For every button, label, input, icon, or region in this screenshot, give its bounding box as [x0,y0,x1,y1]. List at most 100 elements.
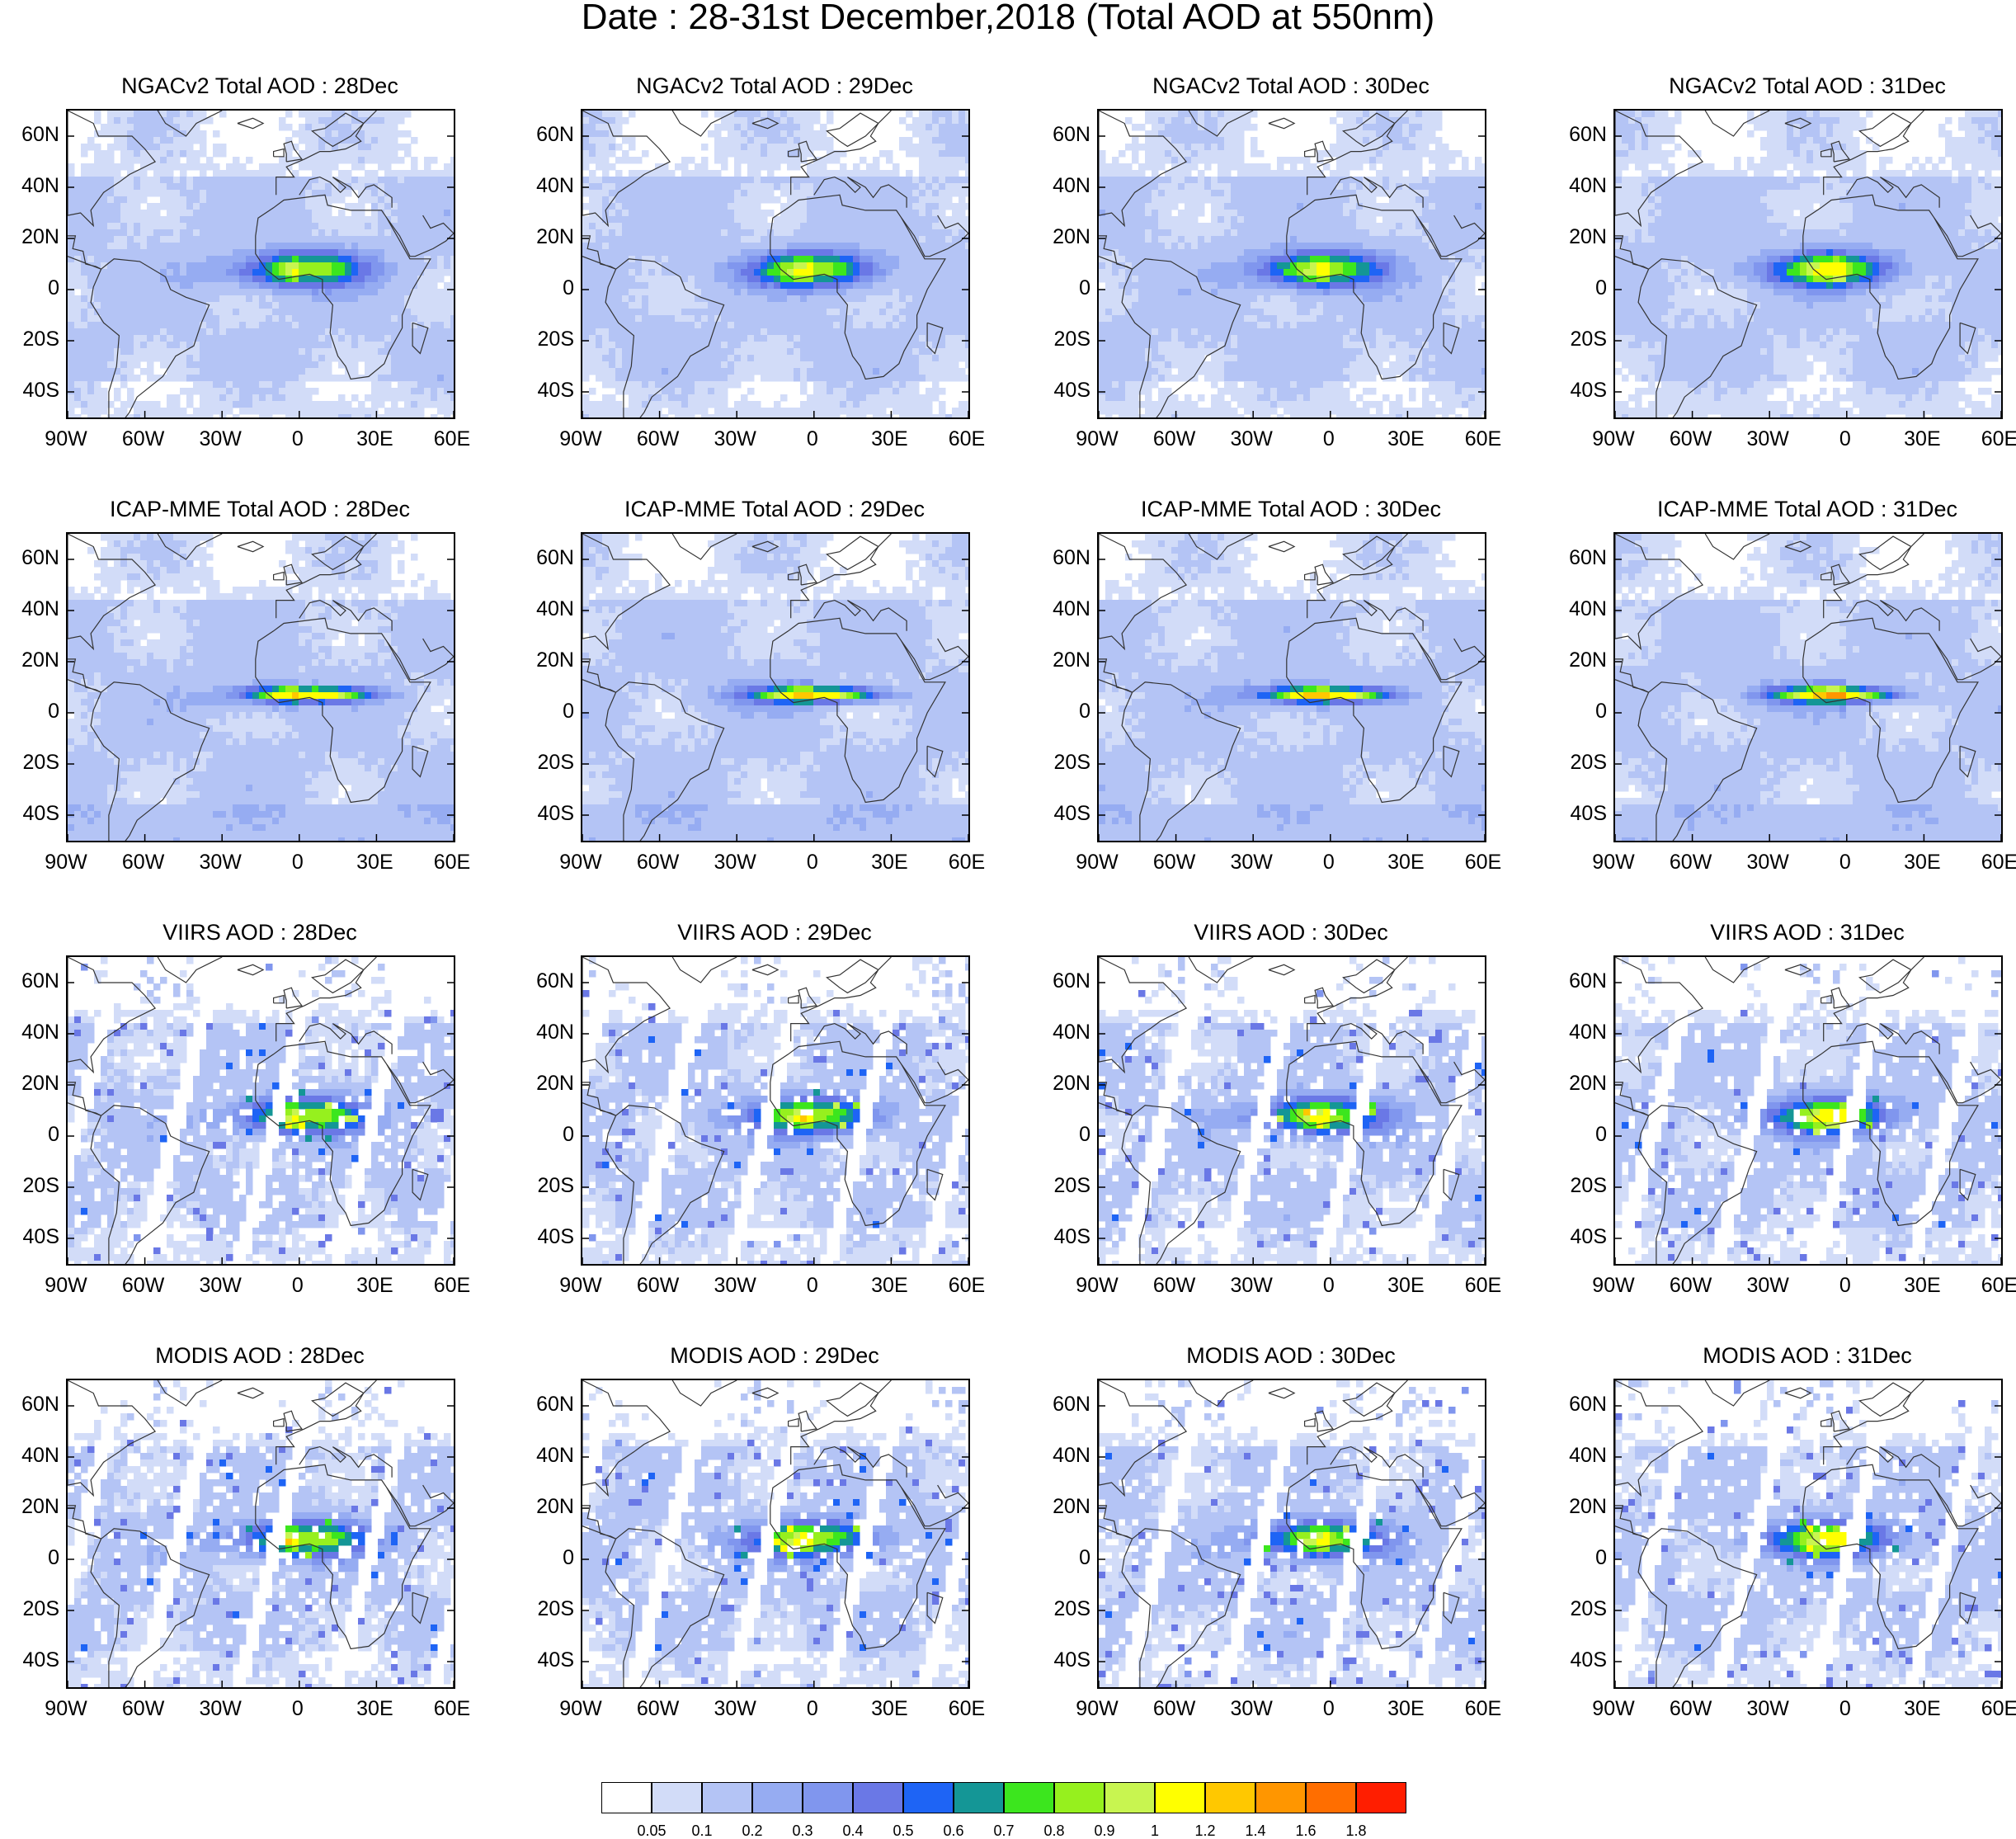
coastline [926,1591,944,1624]
coastline [1784,117,1812,130]
panel-title: VIIRS AOD : 30Dec [1064,919,1518,945]
x-tick-label: 60W [111,427,177,450]
aod-field-map [582,534,968,841]
coastline [1099,534,1188,651]
y-tick-label: 60N [13,1393,59,1416]
colorbar-label: 1 [1138,1822,1171,1839]
panel-title: ICAP-MME Total AOD : 29Dec [548,496,1001,522]
x-tick-label: 30E [1373,427,1439,450]
coastline [1286,1464,1463,1650]
y-tick-label: 20S [528,1174,574,1197]
coastline [790,957,892,1042]
y-tick-label: 0 [1044,276,1090,299]
coastline [770,1464,946,1650]
y-tick-label: 40N [13,1021,59,1044]
x-tick-label: 60W [625,851,691,874]
aod-field-map [1615,534,2001,841]
aod-field [1099,111,1485,417]
coastline [1959,1591,1976,1624]
x-tick-label: 90W [33,1697,99,1720]
coastline [1934,638,2001,681]
y-tick-label: 60N [528,123,574,146]
y-tick-label: 20N [1044,1072,1090,1095]
aod-field [68,1380,454,1687]
panel-title: VIIRS AOD : 28Dec [33,919,487,945]
y-tick-label: 40S [1561,1225,1607,1248]
coastline [1802,617,1979,804]
y-tick-label: 0 [528,700,574,723]
aod-field [1615,534,2001,841]
coastline [255,1464,431,1650]
y-tick-label: 40N [528,1444,574,1467]
x-tick-label: 90W [33,1274,99,1297]
map-frame [1613,109,2003,419]
y-tick-label: 20N [13,648,59,672]
coastline [901,1484,968,1527]
x-tick-label: 60W [625,1697,691,1720]
x-tick-label: 30W [187,1697,253,1720]
x-tick-label: 30E [341,1697,407,1720]
map-frame [581,532,970,842]
x-tick-label: 30E [1373,1697,1439,1720]
y-tick-label: 60N [1044,1393,1090,1416]
coastline [1934,215,2001,257]
coastline [1821,994,1832,1004]
coastline [276,1380,377,1465]
y-tick-label: 40S [1561,802,1607,825]
y-tick-label: 0 [1561,1546,1607,1569]
coastline [276,111,377,196]
x-tick-label: 0 [1296,1697,1362,1720]
coastline [1830,563,1850,586]
x-tick-label: 0 [1812,1697,1878,1720]
x-tick-label: 90W [1064,1697,1130,1720]
y-tick-label: 40N [1561,597,1607,620]
y-tick-label: 20S [1044,751,1090,774]
colorbar-swatch [1356,1782,1406,1813]
coastline [68,111,157,228]
aod-field-map [1099,1380,1485,1687]
coastline [901,638,968,681]
y-tick-label: 60N [1044,546,1090,569]
coastline [255,1040,431,1227]
aod-field-map [582,1380,968,1687]
x-tick-label: 60E [934,427,1000,450]
x-tick-label: 30W [1735,851,1801,874]
y-tick-label: 40S [1044,379,1090,402]
coastline [157,957,223,983]
x-tick-label: 30E [1373,851,1439,874]
coastline [1314,563,1334,586]
coastline [788,571,799,581]
coastline [901,215,968,257]
colorbar-label: 0.6 [937,1822,970,1839]
coastline [237,540,265,553]
colorbar-label: 0.05 [635,1822,668,1839]
coastline [386,1484,454,1527]
colorbar-swatch [853,1782,903,1813]
map-panel: ICAP-MME Total AOD : 28Dec 60N 40N 20N 0 20S 4… [21,496,470,918]
panel-title: MODIS AOD : 30Dec [1064,1342,1518,1369]
x-tick-label: 90W [1064,851,1130,874]
coastline [582,1380,671,1497]
coastline [751,117,780,130]
coastline [1846,1445,1940,1478]
y-tick-label: 60N [13,546,59,569]
coastline [1314,140,1334,163]
x-tick-label: 30E [341,851,407,874]
y-tick-label: 40N [13,597,59,620]
y-tick-label: 0 [13,700,59,723]
coastline [157,111,223,137]
y-tick-label: 40N [13,174,59,197]
coastline [1304,994,1316,1004]
aod-field [1615,111,2001,417]
aod-field-map [68,111,454,417]
coastline [299,1022,393,1054]
colorbar-label: 1.8 [1340,1822,1373,1839]
y-tick-label: 40N [1044,1021,1090,1044]
coastline [1188,957,1254,983]
y-tick-label: 0 [13,276,59,299]
map-frame [66,1379,455,1689]
y-tick-label: 20N [13,225,59,248]
map-panel: VIIRS AOD : 31Dec 60N 40N 20N 0 20S 40S 90W 60W 3… [1569,919,2016,1342]
colorbar-swatch [1054,1782,1105,1813]
coastline [582,658,616,693]
